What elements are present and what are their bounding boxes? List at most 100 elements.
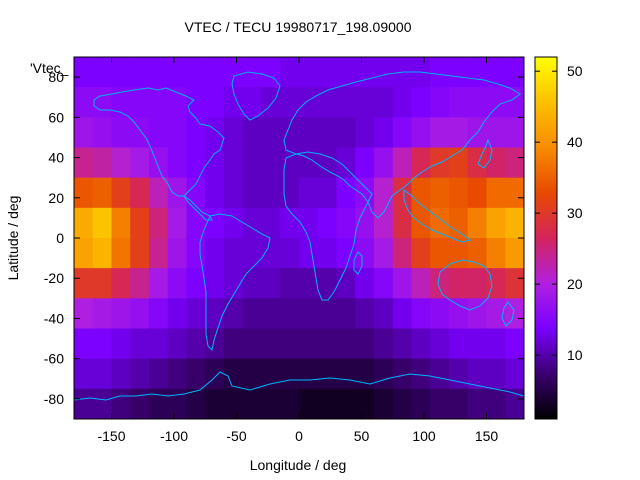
heatmap-cell <box>449 238 469 269</box>
heatmap-cell <box>336 358 356 390</box>
heatmap-cell <box>149 298 169 330</box>
heatmap-cell <box>186 388 206 419</box>
heatmap-cell <box>467 268 488 299</box>
heatmap-cell <box>224 328 244 360</box>
heatmap-cell <box>317 238 338 269</box>
y-tick-label: -20 <box>44 270 64 286</box>
heatmap-cell <box>299 207 319 239</box>
heatmap-cell <box>261 388 281 419</box>
heatmap-cell <box>392 117 413 149</box>
heatmap-cell <box>92 358 113 390</box>
heatmap-cell <box>392 87 413 118</box>
heatmap-cell <box>392 388 413 419</box>
heatmap-cell <box>505 328 524 360</box>
heatmap-cell <box>111 328 131 360</box>
heatmap-cell <box>355 207 375 239</box>
heatmap-cell <box>167 328 188 360</box>
heatmap-cell <box>355 268 375 299</box>
heatmap-cell <box>505 147 524 179</box>
heatmap-cell <box>374 268 394 299</box>
heatmap-cell <box>449 87 469 118</box>
heatmap-cell <box>242 87 263 118</box>
heatmap-cell <box>92 238 113 269</box>
heatmap-cell <box>74 147 94 179</box>
heatmap-cell <box>299 177 319 209</box>
heatmap-cell <box>467 147 488 179</box>
heatmap-cell <box>205 177 225 209</box>
heatmap-cell <box>242 388 263 419</box>
heatmap-cell <box>149 328 169 360</box>
heatmap-cell <box>186 358 206 390</box>
heatmap-cell <box>149 207 169 239</box>
y-axis-label: Latitude / deg <box>5 196 21 281</box>
heatmap-cell <box>486 147 506 179</box>
heatmap-cell <box>130 268 150 299</box>
heatmap-cell <box>449 388 469 419</box>
heatmap-cell <box>92 57 113 88</box>
heatmap-cell <box>130 207 150 239</box>
heatmap-cell <box>336 388 356 419</box>
heatmap-cell <box>130 328 150 360</box>
heatmap-cell <box>355 57 375 88</box>
heatmap-cell <box>317 87 338 118</box>
heatmap-cell <box>449 328 469 360</box>
heatmap-cell <box>205 358 225 390</box>
coastline-japan <box>477 138 493 169</box>
heatmap-cell <box>430 388 450 419</box>
heatmap-cell <box>317 268 338 299</box>
heatmap-cell <box>280 238 300 269</box>
heatmap-cell <box>224 268 244 299</box>
heatmap-cell <box>205 117 225 149</box>
heatmap-cells <box>74 57 524 419</box>
heatmap-cell <box>149 147 169 179</box>
heatmap-cell <box>111 147 131 179</box>
heatmap-cell <box>280 207 300 239</box>
heatmap-cell <box>280 298 300 330</box>
heatmap-cell <box>74 207 94 239</box>
heatmap-cell <box>374 207 394 239</box>
heatmap-cell <box>486 207 506 239</box>
heatmap-cell <box>224 207 244 239</box>
heatmap-cell <box>392 147 413 179</box>
chart-title: VTEC / TECU 19980717_198.09000 <box>184 19 411 35</box>
heatmap-cell <box>392 207 413 239</box>
heatmap-cell <box>299 358 319 390</box>
heatmap-cell <box>336 268 356 299</box>
heatmap-cell <box>167 358 188 390</box>
heatmap-cell <box>355 298 375 330</box>
heatmap-cell <box>92 147 113 179</box>
heatmap-cell <box>74 117 94 149</box>
heatmap-cell <box>449 358 469 390</box>
x-tick-label: 50 <box>354 428 370 444</box>
heatmap-cell <box>355 117 375 149</box>
heatmap-cell <box>130 147 150 179</box>
heatmap-cell <box>411 87 431 118</box>
heatmap-cell <box>261 238 281 269</box>
heatmap-cell <box>261 87 281 118</box>
heatmap-cell <box>317 207 338 239</box>
heatmap-cell <box>299 117 319 149</box>
heatmap-cell <box>280 388 300 419</box>
x-tick-label: -150 <box>97 428 125 444</box>
x-tick-label: 150 <box>475 428 499 444</box>
heatmap-cell <box>336 147 356 179</box>
heatmap-cell <box>317 177 338 209</box>
heatmap-cell <box>505 238 524 269</box>
heatmap-cell <box>355 87 375 118</box>
heatmap-cell <box>167 57 188 88</box>
heatmap-cell <box>149 388 169 419</box>
heatmap-cell <box>486 177 506 209</box>
heatmap-cell <box>299 388 319 419</box>
heatmap-cell <box>111 177 131 209</box>
heatmap-cell <box>467 328 488 360</box>
heatmap-cell <box>486 117 506 149</box>
heatmap-cell <box>430 87 450 118</box>
heatmap-cell <box>355 388 375 419</box>
heatmap-cell <box>392 177 413 209</box>
heatmap-cell <box>280 328 300 360</box>
heatmap-cell <box>505 268 524 299</box>
heatmap-cell <box>374 57 394 88</box>
heatmap-cell <box>317 328 338 360</box>
heatmap-cell <box>92 207 113 239</box>
